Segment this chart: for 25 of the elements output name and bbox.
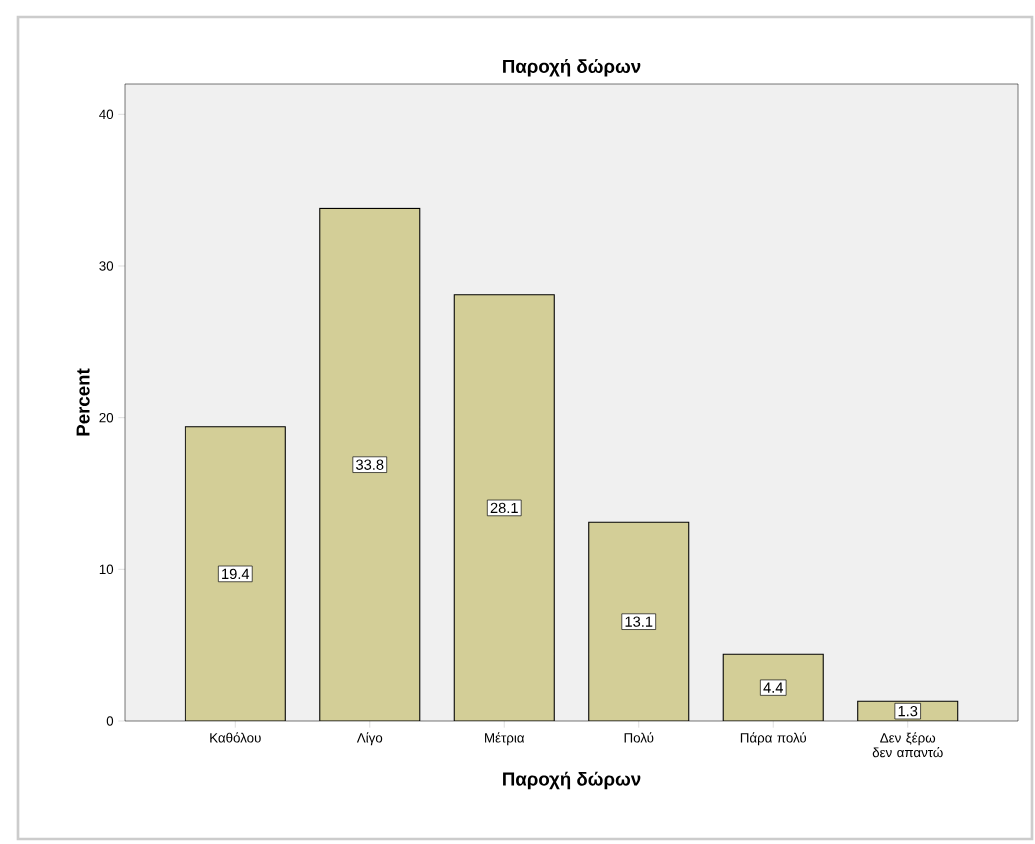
data-label: 33.8 [356,459,384,470]
x-tick-label: Λίγο [356,732,383,746]
x-tick-label: Μέτρια [485,732,525,746]
data-label: 28.1 [490,502,518,514]
y-tick-label: 20 [99,412,114,423]
y-tick-label: 0 [106,716,114,726]
bar [184,426,286,721]
bar [453,294,555,721]
x-axis-title: Παροχή δώρων [503,771,641,790]
data-label: 13.1 [625,616,653,627]
data-label: 1.3 [898,705,918,717]
x-tick-label: Καθόλου [210,732,261,743]
x-tick-label: Πάρα πολύ [740,732,807,746]
data-label: 4.4 [763,682,783,693]
data-label: 19.4 [222,568,250,580]
x-tick-label: Πολύ [624,732,654,743]
chart-title: Παροχή δώρων [503,58,641,77]
y-tick-label: 30 [99,261,114,271]
y-axis-title: Percent [76,368,90,436]
bar [588,521,690,721]
y-tick-label: 10 [99,564,114,575]
bar [319,208,420,721]
y-tick-label: 40 [99,109,114,120]
x-tick-label: Δεν ξέρω δεν απαντώ [872,732,943,758]
bar [722,653,824,721]
